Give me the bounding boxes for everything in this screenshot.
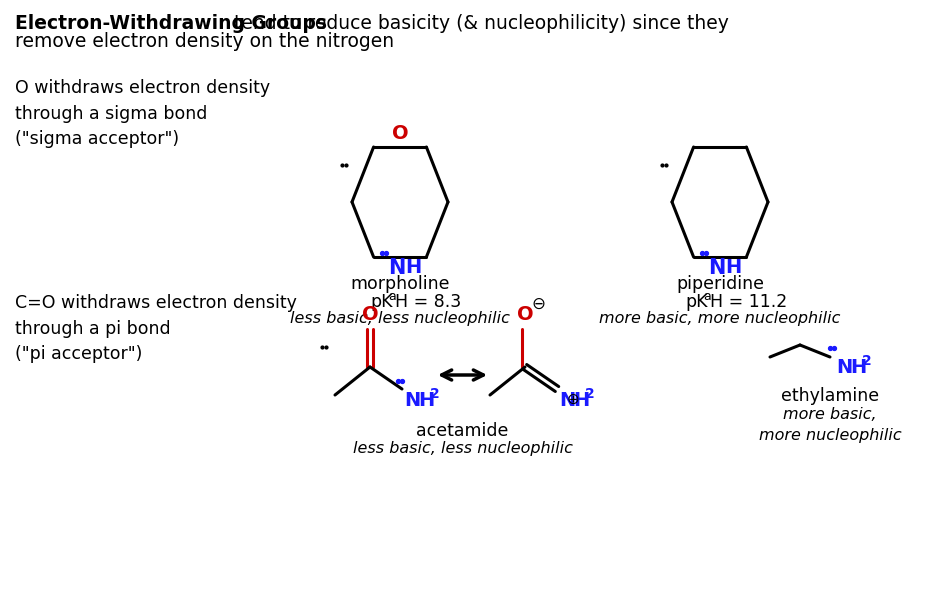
- Text: less basic, less nucleophilic: less basic, less nucleophilic: [290, 311, 510, 326]
- Text: ⊖: ⊖: [531, 295, 544, 313]
- Text: N: N: [404, 391, 420, 410]
- Text: more basic, more nucleophilic: more basic, more nucleophilic: [599, 311, 840, 326]
- Text: N: N: [388, 258, 405, 278]
- Text: H = 11.2: H = 11.2: [710, 293, 788, 311]
- Text: 2: 2: [430, 387, 440, 401]
- Text: 2: 2: [862, 354, 871, 368]
- Text: less basic, less nucleophilic: less basic, less nucleophilic: [352, 441, 573, 456]
- Text: 2: 2: [585, 387, 594, 401]
- Text: pK: pK: [370, 293, 393, 311]
- Text: piperidine: piperidine: [676, 275, 764, 293]
- Text: pK: pK: [685, 293, 707, 311]
- Text: tend to reduce basicity (& nucleophilicity) since they: tend to reduce basicity (& nucleophilici…: [228, 14, 729, 33]
- Text: O: O: [517, 305, 533, 324]
- Text: a: a: [703, 290, 711, 303]
- Text: N: N: [559, 391, 576, 410]
- Text: more basic,
more nucleophilic: more basic, more nucleophilic: [758, 407, 901, 443]
- Text: H: H: [850, 358, 867, 377]
- Text: O: O: [362, 305, 379, 324]
- Text: remove electron density on the nitrogen: remove electron density on the nitrogen: [15, 32, 394, 51]
- Text: N: N: [708, 258, 725, 278]
- Text: H: H: [405, 258, 421, 277]
- Text: ethylamine: ethylamine: [781, 387, 879, 405]
- Text: O withdraws electron density
through a sigma bond
("sigma acceptor"): O withdraws electron density through a s…: [15, 79, 270, 149]
- Text: Electron-Withdrawing Groups: Electron-Withdrawing Groups: [15, 14, 327, 33]
- Text: H: H: [418, 391, 434, 410]
- Text: C=O withdraws electron density
through a pi bond
("pi acceptor"): C=O withdraws electron density through a…: [15, 294, 297, 363]
- Text: O: O: [392, 124, 408, 143]
- Text: morpholine: morpholine: [350, 275, 449, 293]
- Text: ⊕: ⊕: [567, 392, 579, 407]
- Text: H = 8.3: H = 8.3: [395, 293, 462, 311]
- Text: H: H: [573, 391, 590, 410]
- Text: acetamide: acetamide: [416, 422, 509, 440]
- Text: N: N: [836, 358, 853, 377]
- Text: a: a: [388, 290, 396, 303]
- Text: H: H: [725, 258, 741, 277]
